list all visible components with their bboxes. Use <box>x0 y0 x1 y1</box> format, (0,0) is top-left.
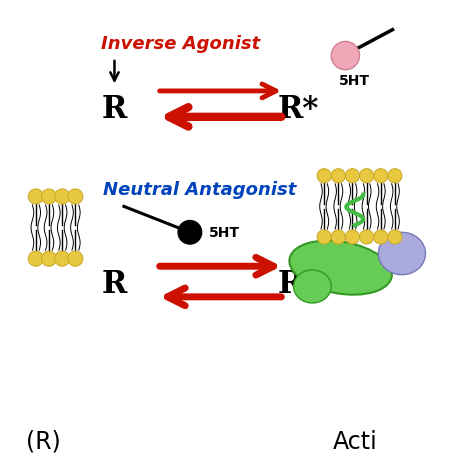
Circle shape <box>28 189 43 204</box>
Circle shape <box>178 220 201 244</box>
Text: R: R <box>102 94 127 125</box>
Circle shape <box>331 230 346 244</box>
Circle shape <box>41 251 56 266</box>
Text: 5HT: 5HT <box>209 226 240 240</box>
Circle shape <box>374 230 388 244</box>
Ellipse shape <box>378 232 426 275</box>
Text: R*: R* <box>278 269 319 300</box>
Text: 5HT: 5HT <box>339 74 370 89</box>
Text: (R): (R) <box>27 430 61 454</box>
Circle shape <box>55 251 70 266</box>
Circle shape <box>331 41 359 70</box>
Circle shape <box>317 169 331 183</box>
Circle shape <box>388 169 402 183</box>
Circle shape <box>68 251 83 266</box>
Text: R*: R* <box>278 94 319 125</box>
Text: Inverse Agonist: Inverse Agonist <box>101 35 260 53</box>
Circle shape <box>346 230 359 244</box>
Ellipse shape <box>293 270 331 303</box>
Circle shape <box>41 189 56 204</box>
Circle shape <box>346 169 359 183</box>
Circle shape <box>359 169 374 183</box>
Circle shape <box>55 189 70 204</box>
Text: R: R <box>102 269 127 300</box>
Text: Neutral Antagonist: Neutral Antagonist <box>102 181 296 199</box>
Circle shape <box>388 230 402 244</box>
Circle shape <box>374 169 388 183</box>
Circle shape <box>317 230 331 244</box>
Circle shape <box>28 251 43 266</box>
Ellipse shape <box>290 241 392 295</box>
Circle shape <box>68 189 83 204</box>
Text: Acti: Acti <box>332 430 377 454</box>
Circle shape <box>331 169 346 183</box>
Circle shape <box>359 230 374 244</box>
